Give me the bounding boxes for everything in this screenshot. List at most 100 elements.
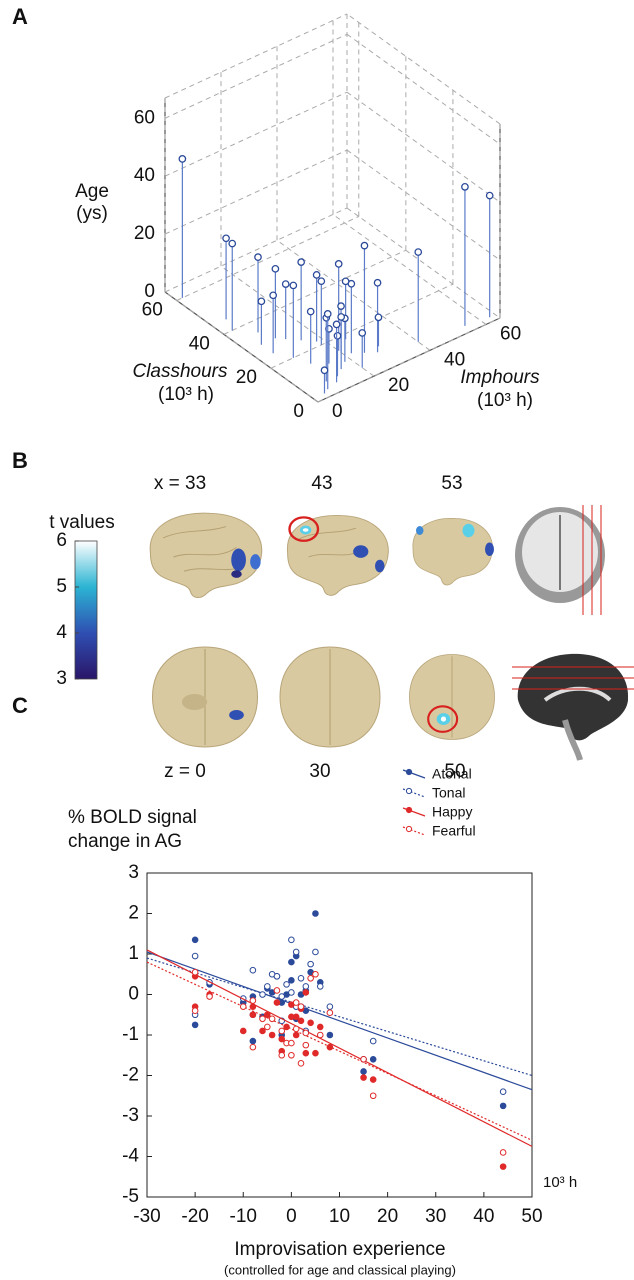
x-axis-label: Classhours [132, 361, 228, 382]
point [307, 960, 314, 968]
slice-label: 30 [309, 761, 330, 782]
point [206, 993, 213, 1000]
y-tick-label: 20 [388, 375, 409, 396]
point [369, 1076, 377, 1083]
point [292, 1025, 300, 1033]
z-tick-label: 40 [134, 165, 155, 186]
point [316, 1023, 324, 1031]
brain-axial [151, 646, 259, 748]
point [297, 1060, 305, 1067]
point [249, 1011, 257, 1019]
grid-line [346, 207, 501, 319]
point [259, 1015, 266, 1023]
point [369, 1056, 377, 1063]
colorbar [74, 540, 98, 680]
point [292, 948, 300, 956]
z-axis-label: (ys) [76, 203, 108, 224]
x-tick-label: 60 [142, 299, 163, 320]
point [302, 1049, 310, 1057]
colorbar-title: t values [49, 512, 114, 533]
panel-label: B [12, 448, 28, 473]
y-tick-label: 40 [444, 349, 465, 370]
brain-axial [409, 654, 495, 740]
point [461, 183, 469, 191]
point [360, 1056, 367, 1063]
slice-label: 53 [441, 473, 462, 494]
fit-line [146, 951, 533, 1091]
point [269, 291, 278, 300]
point [264, 1023, 271, 1031]
point [334, 260, 343, 268]
z-tick-label: 60 [134, 107, 155, 128]
grid-line [164, 149, 348, 235]
point [259, 991, 266, 998]
y-tick-label: 2 [128, 903, 139, 924]
point [374, 313, 383, 322]
unit-note: 10³ h [543, 1174, 577, 1191]
x-tick-label: 10 [329, 1206, 350, 1227]
grid-line [164, 91, 348, 177]
point [259, 1027, 266, 1035]
point [278, 1027, 286, 1035]
point [302, 1029, 310, 1037]
point [273, 987, 281, 994]
point [326, 1031, 334, 1039]
x-tick-label: 40 [189, 333, 210, 354]
point [337, 302, 345, 310]
y-axis-label: Imphours [460, 367, 540, 388]
point [312, 1049, 319, 1057]
x-tick-label: 40 [473, 1206, 494, 1227]
point [369, 1092, 377, 1100]
slice-label: z = 0 [164, 761, 206, 782]
point [414, 248, 423, 256]
point [312, 910, 319, 917]
point [302, 1041, 310, 1049]
x-tick-label: 0 [293, 401, 304, 422]
point [191, 936, 199, 944]
point [264, 1011, 271, 1019]
point [289, 281, 298, 290]
point [178, 155, 187, 163]
point [341, 277, 350, 286]
point [332, 320, 341, 329]
point [333, 331, 342, 340]
point [358, 329, 367, 337]
y-tick-label: -4 [122, 1146, 139, 1167]
box-edge [346, 13, 501, 125]
point [191, 1007, 199, 1015]
brain-sagittal [286, 514, 389, 596]
y-tick-label: 1 [128, 943, 139, 964]
point [228, 239, 237, 248]
brain-sagittal [412, 517, 494, 586]
point [297, 258, 306, 266]
y-tick-label: 0 [128, 984, 139, 1005]
x-tick-label: -20 [181, 1206, 208, 1227]
point [485, 191, 494, 200]
y-tick-label: -1 [122, 1024, 139, 1045]
x-tick-label: 0 [286, 1206, 297, 1227]
colorbar-tick-label: 3 [56, 668, 67, 689]
x-axis-label: (10³ h) [158, 384, 214, 405]
grid-line [332, 214, 487, 325]
fit-line [146, 957, 533, 1077]
y-axis-label: (10³ h) [477, 390, 533, 411]
point [316, 983, 324, 990]
plot-frame [146, 872, 533, 1198]
point [278, 993, 286, 1000]
brain-sagittal [149, 512, 263, 599]
point [288, 977, 295, 984]
legend-marker [405, 806, 413, 814]
brain-sagittal-dark [512, 653, 634, 761]
y-tick-label: 60 [500, 323, 521, 344]
grid-line [223, 249, 407, 335]
slice-label: 50 [444, 761, 465, 782]
point [273, 999, 281, 1006]
point [320, 366, 329, 375]
y-tick-label: 3 [128, 862, 139, 883]
point [317, 277, 326, 286]
point [278, 1051, 286, 1059]
point [499, 1088, 507, 1095]
point [257, 297, 266, 306]
point [360, 1068, 367, 1075]
